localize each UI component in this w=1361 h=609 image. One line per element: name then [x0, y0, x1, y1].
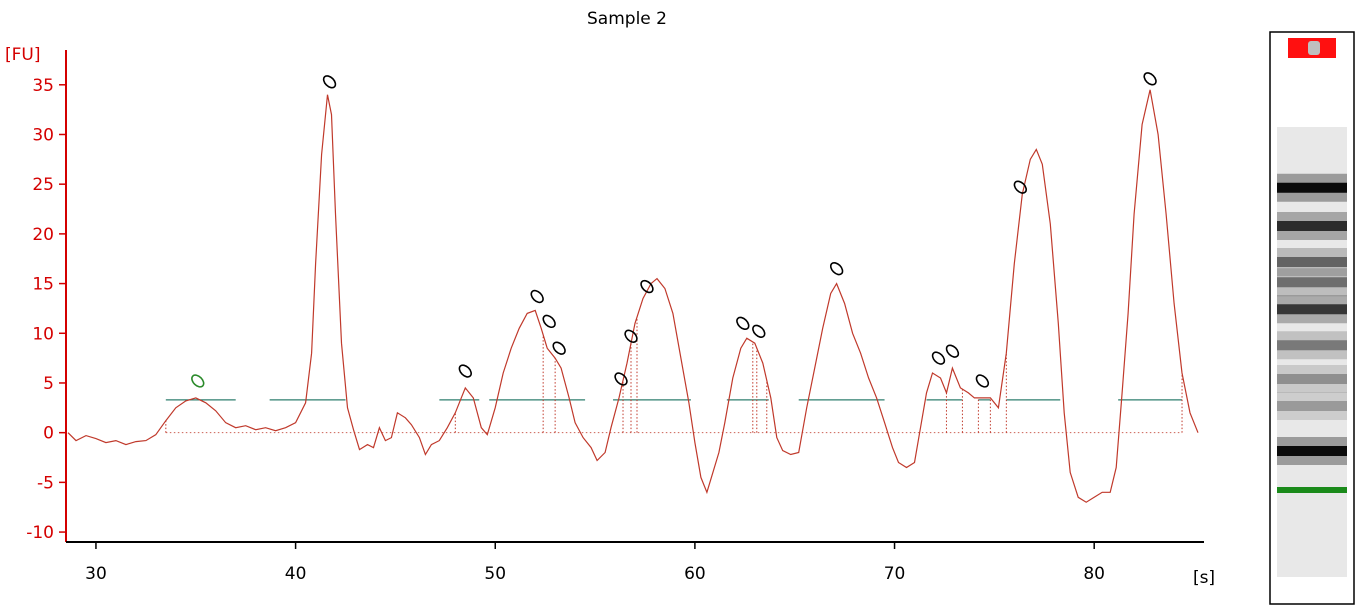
gel-band — [1277, 182, 1347, 193]
peak-marker — [1143, 72, 1157, 86]
x-tick-label: 80 — [1083, 564, 1105, 584]
y-tick-label: 35 — [32, 76, 54, 96]
peak-marker — [614, 372, 628, 386]
peak-marker — [322, 75, 337, 89]
peak-marker — [191, 374, 205, 388]
x-tick-label: 70 — [884, 564, 906, 584]
peak-marker — [945, 344, 960, 358]
trace-layer — [67, 89, 1199, 503]
peak-marker — [752, 324, 766, 338]
gel-band — [1277, 257, 1347, 267]
gel-lane-background — [1277, 127, 1347, 577]
axes: -10 -5 0 5 10 15 20 25 30 35 30 40 50 60 70 80 — [26, 50, 1204, 584]
gel-band — [1277, 401, 1347, 411]
x-tick-label: 30 — [85, 564, 107, 584]
fluorescence-trace — [67, 89, 1199, 503]
gel-image — [1269, 31, 1355, 605]
gel-band — [1277, 340, 1347, 351]
peak-baseline-layer — [165, 317, 1183, 434]
peak-marker — [640, 279, 654, 294]
y-tick-label: 0 — [43, 424, 54, 444]
y-tick-label: -10 — [26, 523, 54, 543]
peak-marker — [530, 289, 544, 304]
chart-title: Sample 2 — [587, 9, 667, 29]
y-tick-label: 10 — [32, 324, 54, 344]
peak-marker-layer — [191, 72, 1157, 388]
peak-marker — [1013, 180, 1028, 194]
y-tick-label: 5 — [43, 374, 54, 394]
peak-marker — [542, 314, 556, 329]
gel-band — [1277, 446, 1347, 456]
peak-marker — [931, 351, 946, 365]
x-axis-unit-label: [s] — [1193, 568, 1215, 588]
y-tick-label: 25 — [32, 175, 54, 195]
peak-marker — [624, 329, 638, 343]
gel-band — [1277, 304, 1347, 315]
peak-marker — [975, 374, 990, 388]
peak-marker — [552, 341, 566, 355]
y-tick-label: 30 — [32, 125, 54, 145]
peak-marker — [829, 261, 844, 276]
peak-marker — [458, 364, 472, 378]
gel-top-well — [1308, 41, 1320, 55]
y-tick-label: 20 — [32, 225, 54, 245]
x-tick-label: 50 — [484, 564, 506, 584]
peak-marker — [736, 316, 750, 331]
x-tick-label: 60 — [684, 564, 706, 584]
y-tick-label: -5 — [37, 473, 54, 493]
gel-lower-marker — [1277, 487, 1347, 493]
gel-band — [1277, 277, 1347, 288]
y-tick-label: 15 — [32, 275, 54, 295]
x-tick-label: 40 — [285, 564, 307, 584]
gel-band — [1277, 221, 1347, 231]
y-axis-unit-label: [FU] — [5, 45, 41, 65]
gel-band — [1277, 374, 1347, 384]
